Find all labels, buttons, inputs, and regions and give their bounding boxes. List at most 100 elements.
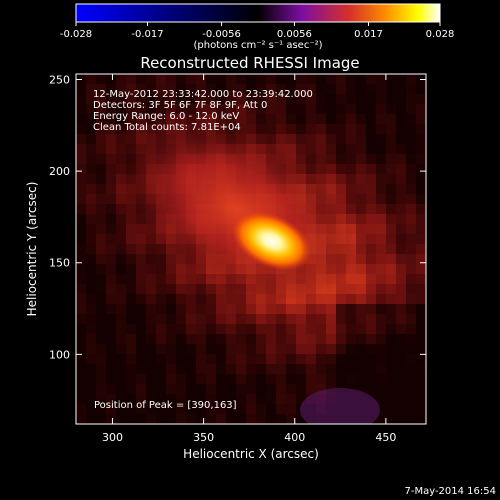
heatmap-cell [266, 104, 276, 114]
heatmap-cell [256, 384, 266, 394]
heatmap-cell [376, 234, 386, 244]
heatmap-cell [396, 324, 406, 334]
heatmap-cell [416, 404, 426, 414]
heatmap-cell [96, 284, 106, 294]
heatmap-cell [416, 104, 426, 114]
heatmap-cell [376, 294, 386, 304]
heatmap-cell [206, 284, 216, 294]
heatmap-cell [136, 94, 146, 104]
heatmap-cell [296, 414, 306, 424]
heatmap-cell [346, 334, 356, 344]
heatmap-cell [136, 114, 146, 124]
heatmap-cell [356, 104, 366, 114]
heatmap-cell [116, 364, 126, 374]
heatmap-cell [76, 124, 86, 134]
heatmap-cell [386, 344, 396, 354]
heatmap-cell [236, 344, 246, 354]
heatmap-cell [96, 314, 106, 324]
heatmap-cell [366, 334, 376, 344]
heatmap-cell [336, 314, 346, 324]
heatmap-cell [376, 194, 386, 204]
heatmap-cell [376, 124, 386, 134]
heatmap-cell [346, 74, 356, 84]
heatmap-cell [126, 214, 136, 224]
heatmap-cell [106, 334, 116, 344]
heatmap-cell [256, 114, 266, 124]
heatmap-cell [86, 134, 96, 144]
heatmap-cell [216, 334, 226, 344]
heatmap-cell [276, 134, 286, 144]
heatmap-cell [276, 304, 286, 314]
heatmap-cell [106, 374, 116, 384]
heatmap-cell [196, 314, 206, 324]
heatmap-cell [406, 234, 416, 244]
heatmap-cell [266, 94, 276, 104]
heatmap-cell [226, 94, 236, 104]
heatmap-cell [356, 74, 366, 84]
heatmap-cell [216, 94, 226, 104]
heatmap-cell [386, 324, 396, 334]
heatmap-cell [166, 334, 176, 344]
heatmap-cell [356, 124, 366, 134]
heatmap-cell [96, 394, 106, 404]
heatmap-cell [116, 394, 126, 404]
heatmap-cell [376, 84, 386, 94]
heatmap-cell [346, 324, 356, 334]
heatmap-cell [146, 234, 156, 244]
heatmap-cell [376, 334, 386, 344]
heatmap-cell [266, 354, 276, 364]
heatmap-cell [106, 344, 116, 354]
heatmap-cell [86, 244, 96, 254]
heatmap-cell [266, 344, 276, 354]
heatmap-cell [386, 394, 396, 404]
heatmap-cell [356, 114, 366, 124]
heatmap-cell [216, 404, 226, 414]
heatmap-cell [206, 414, 216, 424]
heatmap-cell [396, 414, 406, 424]
heatmap-cell [356, 214, 366, 224]
heatmap-cell [356, 354, 366, 364]
heatmap-cell [76, 84, 86, 94]
heatmap-cell [96, 114, 106, 124]
heatmap-cell [126, 74, 136, 84]
heatmap-cell [336, 74, 346, 84]
heatmap-cell [286, 314, 296, 324]
heatmap-cell [306, 324, 316, 334]
heatmap-cell [206, 344, 216, 354]
heatmap-cell [76, 194, 86, 204]
heatmap-cell [126, 314, 136, 324]
heatmap-cell [406, 264, 416, 274]
annotation-counts: Clean Total counts: 7.81E+04 [93, 122, 241, 133]
heatmap-cell [386, 204, 396, 214]
heatmap-cell [146, 344, 156, 354]
heatmap-cell [116, 224, 126, 234]
heatmap-cell [116, 74, 126, 84]
heatmap-cell [346, 164, 356, 174]
heatmap-cell [226, 104, 236, 114]
heatmap-cell [406, 194, 416, 204]
heatmap-cell [106, 224, 116, 234]
heatmap-cell [406, 354, 416, 364]
heatmap-cell [206, 324, 216, 334]
heatmap-cell [216, 294, 226, 304]
heatmap-cell [136, 374, 146, 384]
heatmap-cell [116, 354, 126, 364]
heatmap-cell [336, 364, 346, 374]
heatmap-cell [286, 404, 296, 414]
heatmap-cell [306, 154, 316, 164]
heatmap-cell [196, 354, 206, 364]
heatmap-cell [116, 384, 126, 394]
heatmap-cell [286, 414, 296, 424]
heatmap-cell [186, 274, 196, 284]
heatmap-cell [286, 104, 296, 114]
heatmap-cell [376, 284, 386, 294]
heatmap-cell [116, 134, 126, 144]
heatmap-cell [406, 394, 416, 404]
heatmap-cell [356, 164, 366, 174]
heatmap-cell [86, 304, 96, 314]
heatmap-cell [246, 74, 256, 84]
heatmap-cell [346, 294, 356, 304]
heatmap-cell [306, 124, 316, 134]
heatmap-cell [386, 114, 396, 124]
heatmap-cell [366, 324, 376, 334]
